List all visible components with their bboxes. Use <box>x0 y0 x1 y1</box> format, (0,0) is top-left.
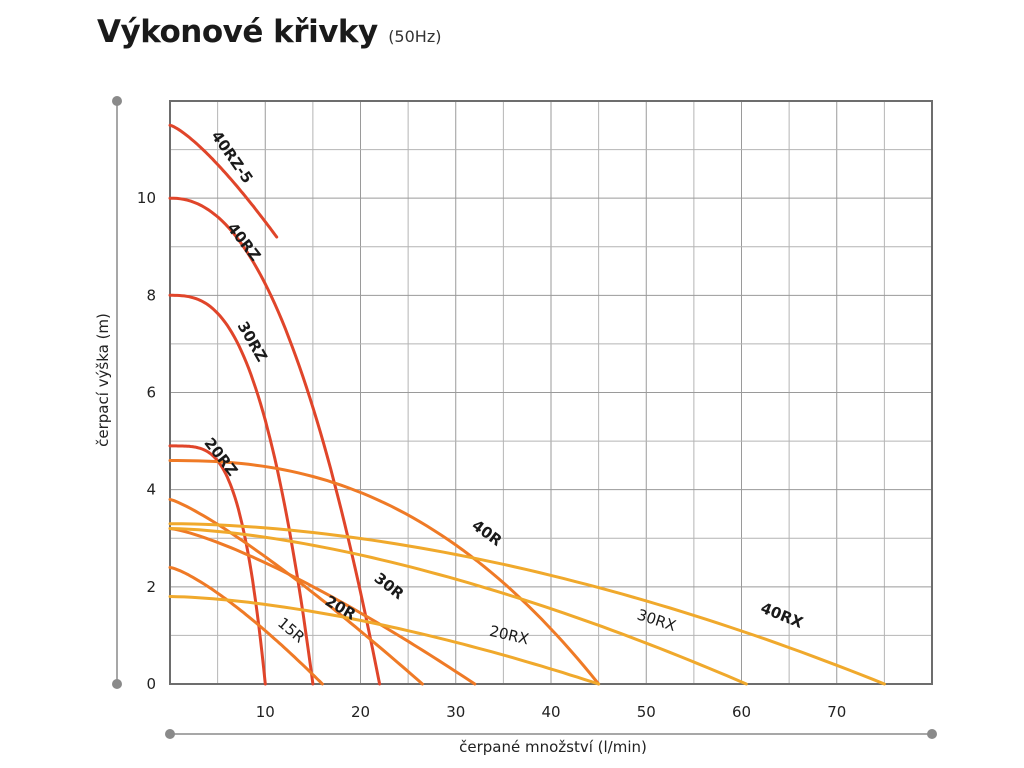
x-tick-label: 70 <box>827 703 846 721</box>
y-axis-label: čerpací výška (m) <box>94 313 112 447</box>
curve-30rx <box>168 527 748 686</box>
x-tick-label: 50 <box>637 703 656 721</box>
chart-grid <box>170 101 932 684</box>
y-tick-label: 2 <box>146 578 156 596</box>
chart-subtitle: (50Hz) <box>388 27 442 46</box>
chart-title: Výkonové křivky <box>97 14 378 50</box>
chart-title-block: Výkonové křivky (50Hz) <box>97 14 441 50</box>
curve-30r <box>168 497 424 686</box>
y-axis-dot-bottom <box>112 679 122 689</box>
x-axis-label: čerpané množství (l/min) <box>459 738 647 756</box>
x-tick-label: 20 <box>351 703 370 721</box>
x-tick-label: 10 <box>256 703 275 721</box>
y-tick-label: 4 <box>146 481 156 499</box>
curve-40rx <box>168 522 886 686</box>
x-axis-dot-left <box>165 729 175 739</box>
y-tick-label: 6 <box>146 384 156 402</box>
chart-ticks: 10 20 30 40 50 60 70 0 2 4 6 8 10 <box>137 189 846 721</box>
curve-label-40rz-5: 40RZ-5 <box>208 128 257 187</box>
curve-20r <box>168 527 477 686</box>
x-tick-label: 40 <box>541 703 560 721</box>
y-tick-label: 10 <box>137 189 156 207</box>
plot-frame <box>169 100 933 685</box>
chart-curves <box>168 123 886 686</box>
x-axis-dot-right <box>927 729 937 739</box>
y-tick-label: 8 <box>146 286 156 304</box>
curve-label-40rx: 40RX <box>758 599 806 632</box>
y-axis-dot-top <box>112 96 122 106</box>
x-tick-label: 30 <box>446 703 465 721</box>
curve-label-20rx: 20RX <box>488 622 531 648</box>
curve-label-40rz: 40RZ <box>224 219 265 264</box>
curve-label-30r: 30R <box>371 569 408 603</box>
y-tick-label: 0 <box>146 675 156 693</box>
curve-15r <box>168 565 324 686</box>
chart-axes <box>112 96 937 739</box>
curve-40rz-5 <box>168 123 279 239</box>
curve-label-40r: 40R <box>469 516 506 550</box>
curve-20rx <box>168 595 601 686</box>
curve-40r <box>168 459 601 686</box>
x-tick-label: 60 <box>732 703 751 721</box>
curve-40rz <box>168 196 382 686</box>
